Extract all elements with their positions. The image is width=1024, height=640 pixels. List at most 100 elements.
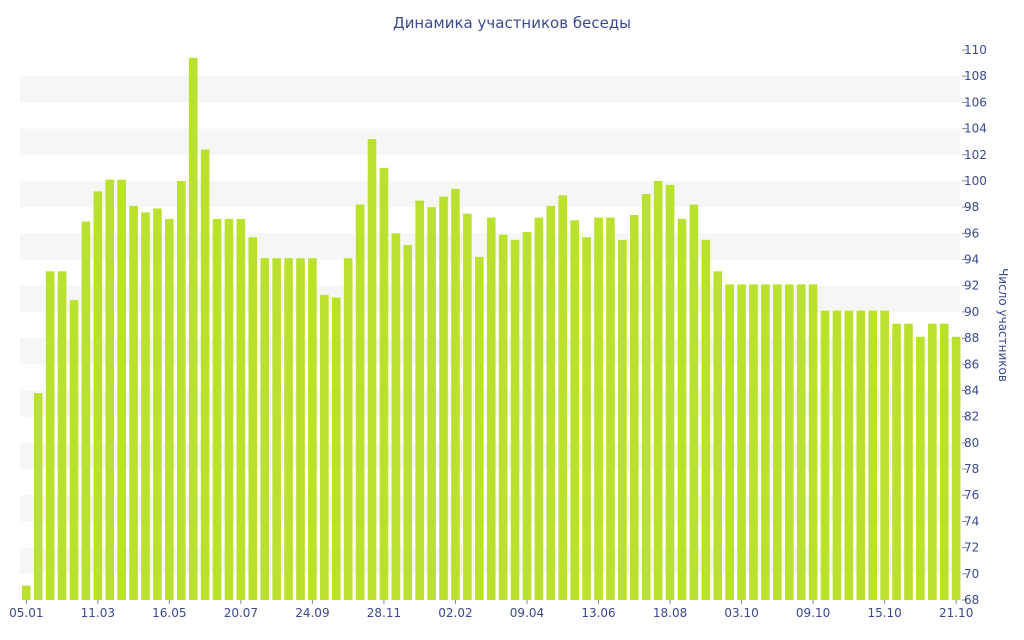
y-tick-label: 84 [964, 383, 979, 397]
bar [308, 258, 317, 600]
bar [439, 196, 448, 600]
y-tick-label: 80 [964, 436, 979, 450]
bar [498, 234, 508, 600]
x-tick-label: 15.10 [867, 606, 901, 620]
bar [808, 284, 818, 600]
x-tick-label: 05.01 [9, 606, 43, 620]
bar [904, 323, 913, 600]
bar [653, 180, 663, 600]
bar [701, 239, 711, 600]
bar [856, 310, 866, 600]
y-tick-label: 76 [964, 488, 979, 502]
bar [844, 310, 854, 600]
y-tick-label: 102 [964, 148, 987, 162]
bar [343, 258, 353, 600]
y-tick-label: 108 [964, 69, 987, 83]
bar [737, 284, 746, 600]
bar [641, 194, 651, 601]
bar [689, 204, 699, 600]
bar [176, 180, 186, 600]
grid-band [20, 128, 960, 155]
bar [939, 323, 949, 600]
x-tick-label: 20.07 [224, 606, 258, 620]
bar [57, 271, 67, 600]
bar [475, 256, 484, 600]
bar [153, 208, 162, 600]
bar [212, 218, 222, 600]
x-tick-label: 18.08 [653, 606, 687, 620]
bar [796, 284, 806, 600]
x-tick-label: 11.03 [81, 606, 115, 620]
y-tick-label: 86 [964, 357, 979, 371]
bar [928, 323, 937, 600]
bar [486, 217, 496, 600]
bar [141, 212, 150, 600]
bar [451, 188, 460, 601]
y-axis-label: Число участников [996, 268, 1010, 382]
bar [260, 258, 270, 600]
bar [236, 218, 246, 600]
bar [773, 284, 782, 600]
bar [391, 233, 401, 601]
y-tick-label: 110 [964, 43, 987, 57]
bar [713, 271, 723, 600]
y-tick-label: 104 [964, 122, 987, 136]
bar [534, 217, 544, 600]
bar [355, 204, 365, 600]
bar [331, 297, 341, 600]
x-tick-label: 21.10 [939, 606, 973, 620]
y-tick-label: 94 [964, 253, 979, 267]
bar [224, 218, 234, 600]
bar [594, 217, 603, 600]
y-tick-label: 100 [964, 174, 987, 188]
y-tick-label: 92 [964, 279, 979, 293]
x-tick-label: 09.10 [796, 606, 830, 620]
bar [272, 258, 281, 600]
bar [415, 200, 424, 600]
bar [606, 217, 615, 600]
bar [629, 215, 639, 600]
bar [105, 179, 115, 600]
grid-band [20, 180, 960, 208]
bar [618, 239, 627, 600]
bar [81, 221, 91, 601]
bars [22, 57, 961, 601]
grid-band [20, 76, 960, 103]
x-tick-label: 13.06 [581, 606, 615, 620]
y-tick-label: 98 [964, 200, 979, 214]
y-axis-ticks: 68 70 72 74 76 78 80 82 84 86 88 90 92 94 96 98 100 102 10… [962, 43, 987, 607]
bar [558, 195, 568, 600]
bar [522, 232, 532, 600]
bar [165, 218, 174, 600]
y-tick-label: 68 [964, 593, 979, 607]
x-tick-label: 09.04 [510, 606, 544, 620]
y-tick-label: 90 [964, 305, 979, 319]
bar [916, 336, 925, 600]
bar [248, 237, 258, 600]
bar [677, 218, 687, 600]
bar [892, 323, 901, 600]
bar [320, 294, 329, 600]
bar [69, 300, 79, 600]
bar [403, 245, 413, 600]
x-tick-label: 16.05 [152, 606, 186, 620]
bar [820, 310, 830, 600]
bar [665, 184, 675, 600]
bar [546, 205, 556, 601]
x-axis-ticks: 05.01 11.03 16.05 20.07 24.09 28.11 02.02 09.04… [9, 600, 973, 620]
x-tick-label: 03.10 [724, 606, 758, 620]
bar [463, 213, 472, 600]
bar [784, 284, 794, 600]
bar [188, 57, 198, 601]
y-tick-label: 88 [964, 331, 979, 345]
y-tick-label: 106 [964, 95, 987, 109]
bar [284, 258, 293, 600]
bar [296, 258, 305, 600]
y-tick-label: 96 [964, 226, 979, 240]
bar [868, 310, 878, 600]
bar [45, 271, 55, 600]
y-tick-label: 82 [964, 410, 979, 424]
y-tick-label: 72 [964, 541, 979, 555]
bar [570, 220, 579, 600]
